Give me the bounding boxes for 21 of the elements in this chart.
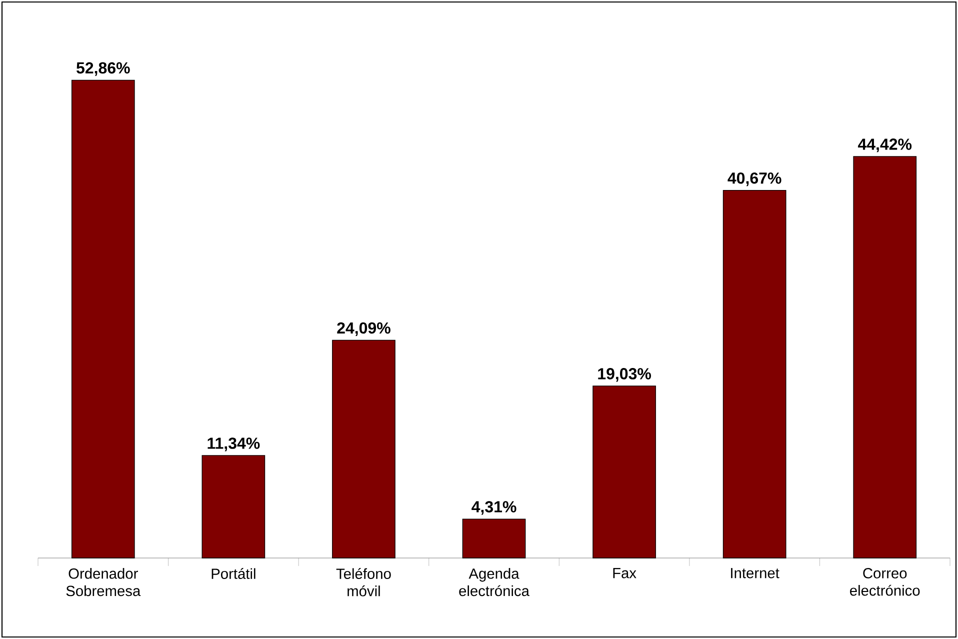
x-tick-label: Fax [613, 568, 636, 578]
data-label: 52,86% [76, 62, 130, 76]
x-tick-label: Portátil [212, 568, 256, 579]
bar [332, 340, 396, 558]
bar [462, 518, 526, 558]
bar [853, 156, 917, 558]
x-tick-label: Ordenador Sobremesa [66, 568, 141, 596]
bar [202, 455, 266, 558]
x-tick-label: Internet [731, 568, 780, 578]
data-label: 19,03% [598, 368, 651, 382]
bar [722, 190, 786, 558]
data-label: 11,34% [208, 438, 260, 452]
data-label: 4,31% [472, 501, 516, 515]
bar [592, 386, 656, 558]
data-label: 40,67% [728, 172, 782, 186]
data-label: 44,42% [858, 138, 912, 152]
bar [71, 80, 135, 558]
x-tick-label: Agenda electrónica [459, 568, 530, 596]
x-tick-label: Teléfono móvil [336, 568, 391, 596]
data-label: 24,09% [337, 322, 390, 336]
x-tick-label: Correo electrónico [850, 568, 920, 596]
